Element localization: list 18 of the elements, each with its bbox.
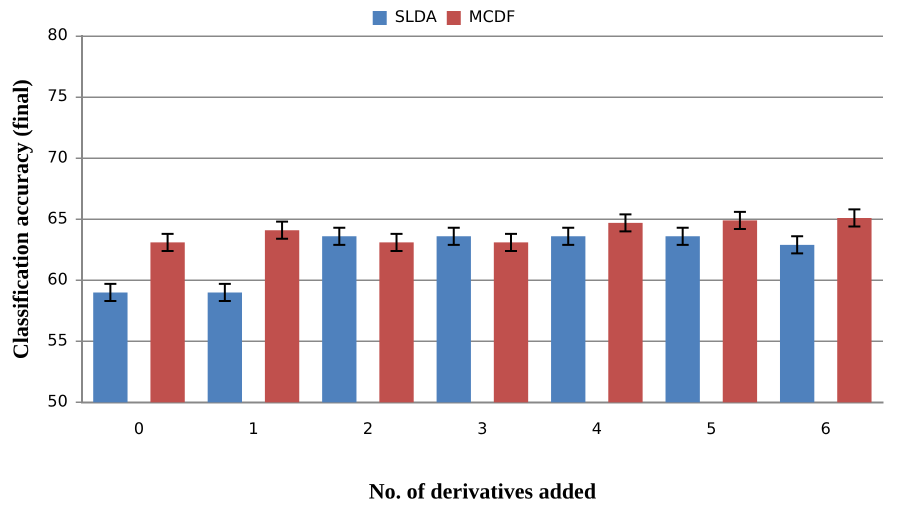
legend-label: SLDA xyxy=(394,7,437,26)
y-tick-label: 75 xyxy=(47,86,68,106)
y-tick-label: 50 xyxy=(47,392,68,411)
x-axis-title: No. of derivatives added xyxy=(368,478,596,504)
y-axis-title: Classification accuracy (final) xyxy=(8,79,33,360)
x-tick-label: 6 xyxy=(820,419,831,438)
y-tick-label: 70 xyxy=(47,147,68,166)
x-tick-label: 4 xyxy=(592,419,602,438)
x-tick-label: 1 xyxy=(248,419,259,438)
x-tick-label: 2 xyxy=(362,419,374,438)
y-tick-label: 65 xyxy=(47,208,68,228)
legend-label: MCDF xyxy=(468,7,516,26)
y-tick-label: 60 xyxy=(47,269,68,288)
x-tick-label: 3 xyxy=(477,419,488,438)
y-tick-label: 80 xyxy=(47,25,68,44)
x-tick-label: 5 xyxy=(706,419,716,438)
y-tick-label: 55 xyxy=(47,330,68,350)
x-tick-label: 0 xyxy=(134,419,144,438)
